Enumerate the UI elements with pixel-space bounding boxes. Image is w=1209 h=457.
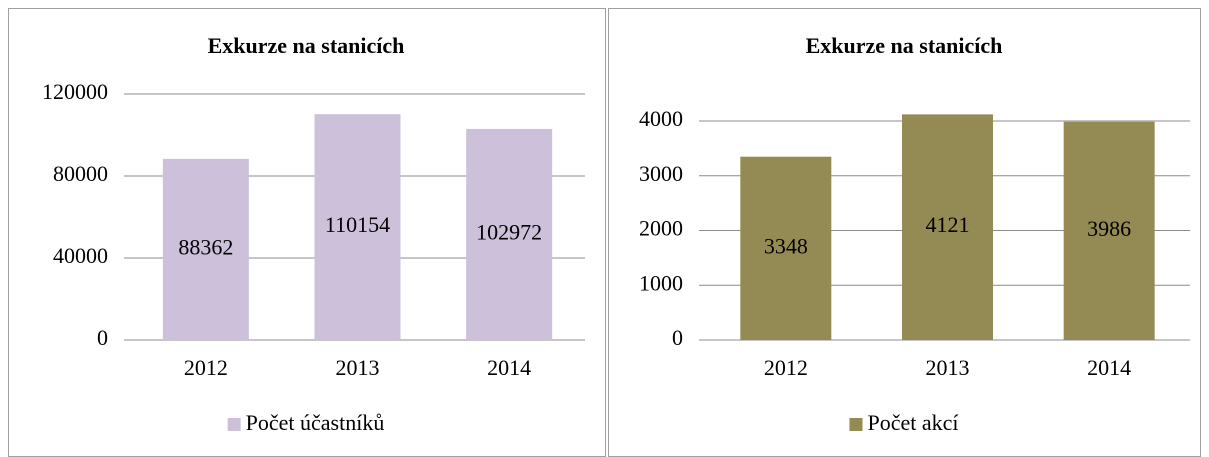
x-tick-label: 2014	[1087, 355, 1131, 380]
x-tick-label: 2014	[487, 355, 531, 380]
y-tick-label: 120000	[42, 79, 108, 104]
data-label: 88362	[178, 234, 233, 259]
bar	[314, 114, 401, 341]
bar	[1063, 121, 1155, 340]
bar	[740, 156, 832, 340]
legend-swatch	[227, 418, 241, 431]
x-tick-label: 2012	[764, 355, 808, 380]
bar	[902, 114, 993, 341]
x-tick-label: 2013	[336, 355, 380, 380]
y-tick-label: 4000	[639, 106, 683, 131]
y-tick-label: 2000	[639, 216, 683, 241]
y-tick-label: 40000	[53, 243, 108, 268]
chart-title: Exkurze na stanicích	[806, 33, 1003, 58]
bar	[466, 128, 553, 340]
legend-swatch	[849, 418, 863, 431]
x-tick-label: 2012	[184, 355, 228, 380]
data-label: 4121	[926, 212, 970, 237]
y-tick-label: 3000	[639, 161, 683, 186]
bar	[162, 158, 249, 340]
y-tick-label: 0	[97, 325, 108, 350]
y-tick-label: 80000	[53, 161, 108, 186]
x-tick-label: 2013	[926, 355, 970, 380]
data-label: 3348	[764, 233, 808, 258]
data-label: 3986	[1087, 216, 1131, 241]
y-tick-label: 0	[672, 325, 683, 350]
y-tick-label: 1000	[639, 270, 683, 295]
data-label: 110154	[325, 212, 390, 237]
legend-label: Počet akcí	[867, 410, 958, 435]
data-label: 102972	[476, 220, 542, 245]
chart-title: Exkurze na stanicích	[208, 33, 405, 58]
legend-label: Počet účastníků	[246, 410, 385, 435]
